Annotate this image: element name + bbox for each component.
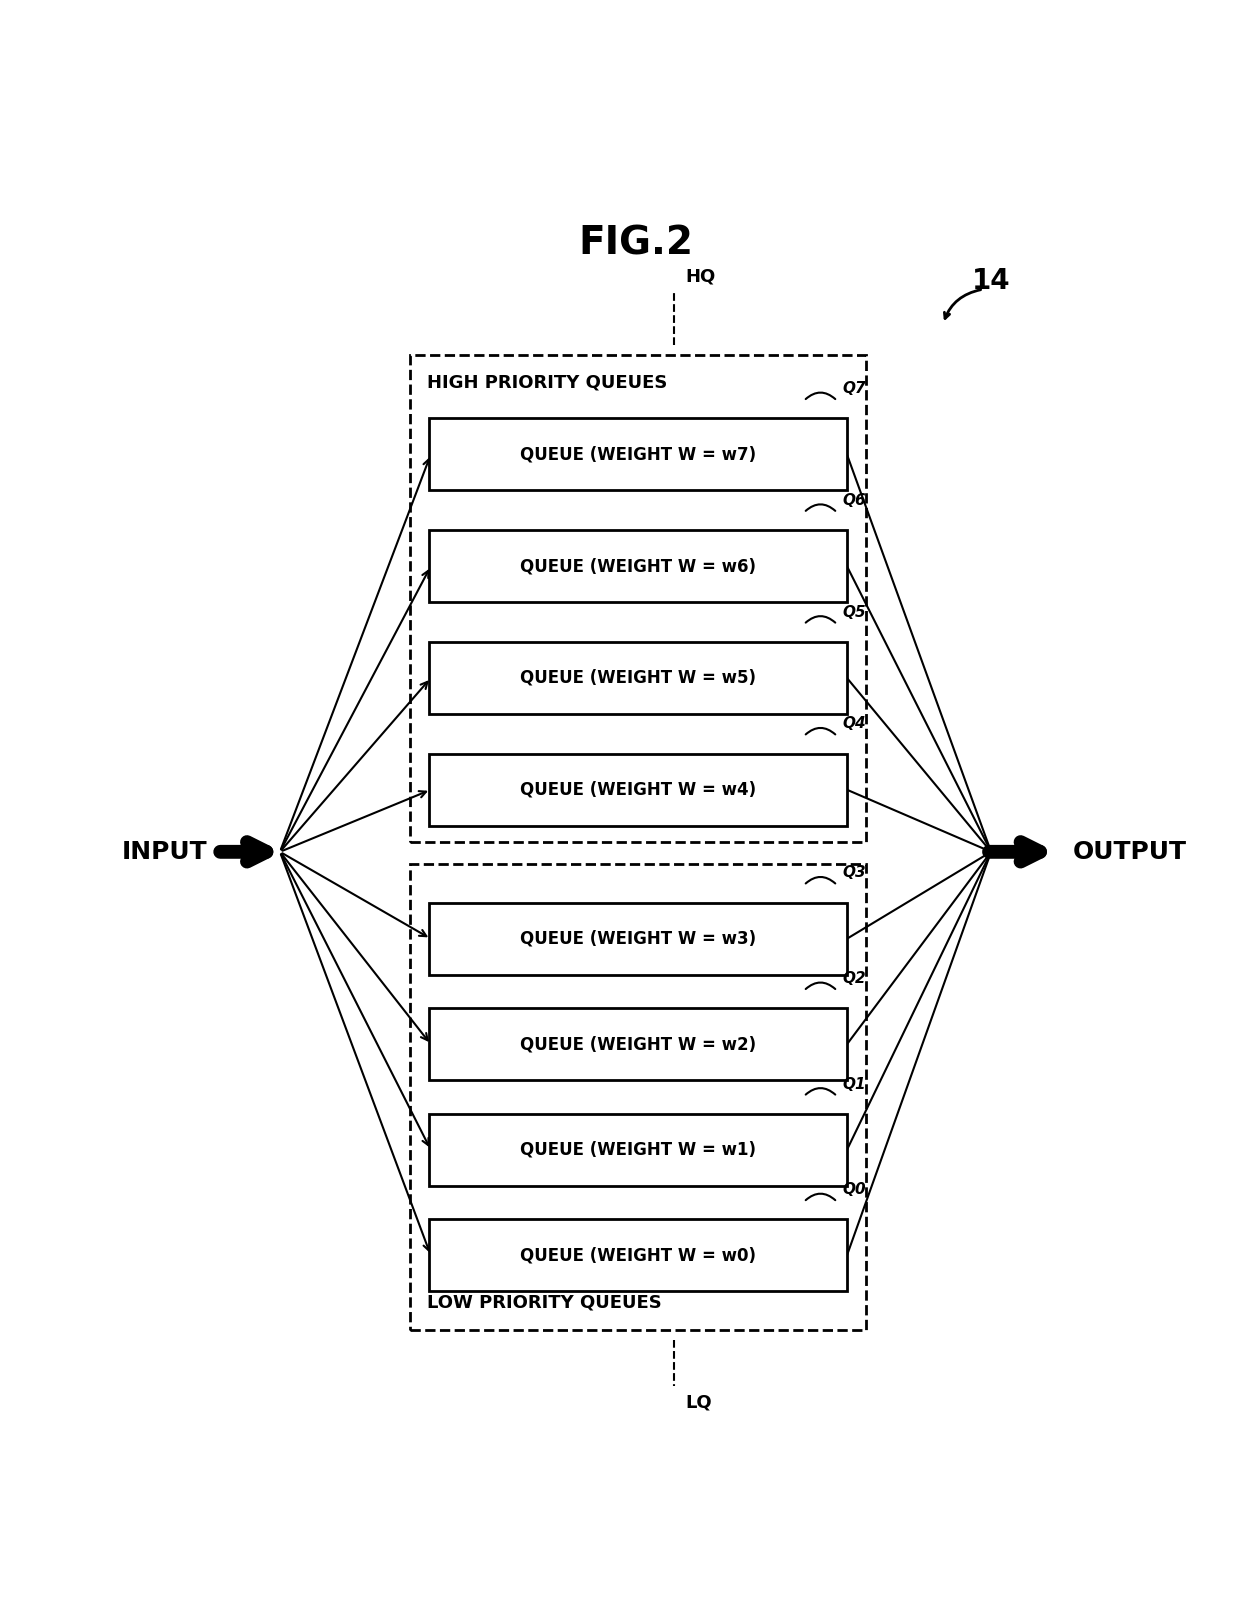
Text: Q5: Q5 [842,605,866,619]
Text: INPUT: INPUT [123,840,208,865]
Text: Q7: Q7 [842,381,866,397]
Bar [409,865,866,1331]
Text: HIGH PRIORITY QUEUES: HIGH PRIORITY QUEUES [427,373,667,392]
Text: Q0: Q0 [842,1182,866,1197]
Text: LQ: LQ [686,1394,712,1411]
Text: OUTPUT: OUTPUT [1073,840,1187,865]
Text: 14: 14 [972,266,1011,295]
Text: QUEUE (WEIGHT W = w5): QUEUE (WEIGHT W = w5) [520,669,756,687]
Bar [429,1008,847,1081]
Text: QUEUE (WEIGHT W = w3): QUEUE (WEIGHT W = w3) [520,929,756,948]
Text: Q6: Q6 [842,494,866,508]
Text: QUEUE (WEIGHT W = w6): QUEUE (WEIGHT W = w6) [520,556,756,576]
Bar [429,1115,847,1186]
Text: QUEUE (WEIGHT W = w1): QUEUE (WEIGHT W = w1) [520,1140,756,1158]
Text: FIG.2: FIG.2 [578,224,693,263]
Bar [429,1219,847,1292]
Text: QUEUE (WEIGHT W = w2): QUEUE (WEIGHT W = w2) [520,1036,756,1053]
Text: LOW PRIORITY QUEUES: LOW PRIORITY QUEUES [427,1294,662,1311]
Text: Q2: Q2 [842,971,866,986]
Bar [429,531,847,602]
Bar [429,753,847,826]
Text: HQ: HQ [686,268,715,286]
Text: QUEUE (WEIGHT W = w4): QUEUE (WEIGHT W = w4) [520,781,756,798]
Text: Q3: Q3 [842,866,866,881]
Bar [429,418,847,490]
Text: Q1: Q1 [842,1076,866,1092]
Bar [409,355,866,842]
Text: QUEUE (WEIGHT W = w7): QUEUE (WEIGHT W = w7) [520,445,756,463]
Bar [429,642,847,715]
Text: Q4: Q4 [842,716,866,731]
Text: QUEUE (WEIGHT W = w0): QUEUE (WEIGHT W = w0) [520,1247,756,1265]
Bar [429,903,847,974]
